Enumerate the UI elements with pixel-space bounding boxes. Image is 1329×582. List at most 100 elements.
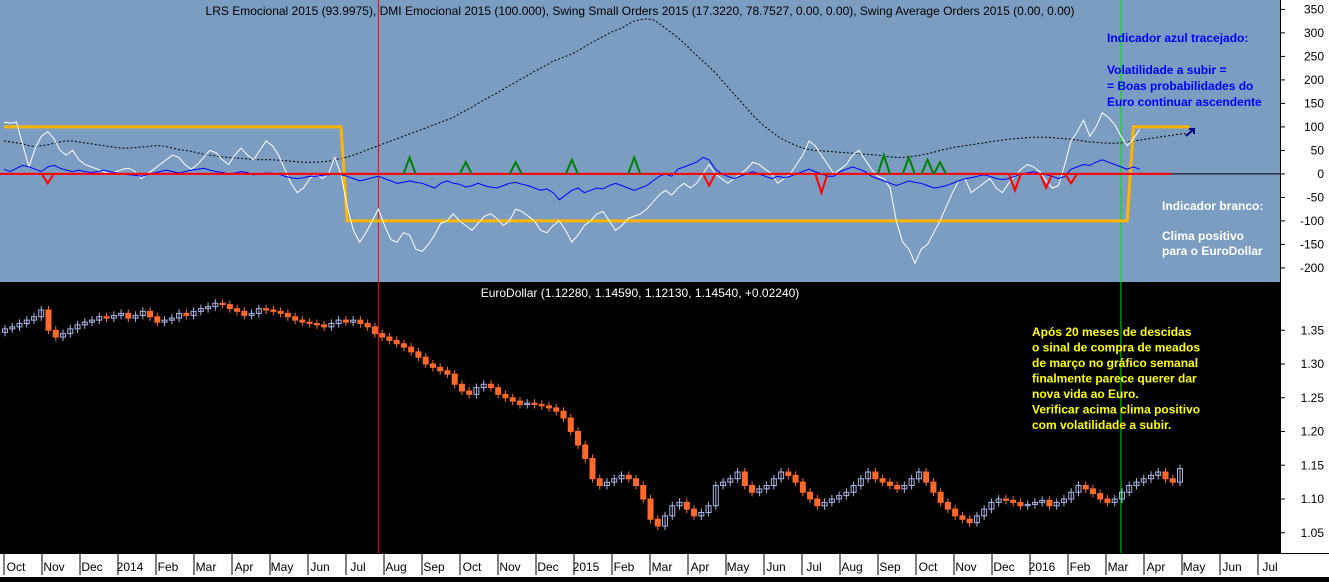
top-y-tick-label: 150	[1304, 96, 1324, 110]
x-tick-label: Aug	[385, 560, 406, 574]
candle-body	[886, 481, 893, 486]
candle-body	[785, 471, 792, 476]
candle-body	[139, 310, 146, 316]
red-marker	[702, 173, 717, 188]
candle-body	[125, 312, 132, 319]
candle-body	[248, 312, 255, 316]
x-tick-label: Feb	[1070, 560, 1091, 574]
candle-body	[828, 498, 835, 503]
candle-body	[371, 326, 378, 335]
green-marker	[458, 159, 473, 175]
candle-body	[9, 326, 16, 330]
candle-body	[756, 488, 763, 493]
candle-body	[611, 478, 618, 483]
candle-body	[263, 308, 270, 311]
candle-body	[814, 498, 821, 507]
candle-body	[429, 363, 436, 368]
candle-body	[118, 312, 125, 316]
annotation-white-line: Clima positivo	[1162, 229, 1244, 243]
candle-body	[96, 316, 103, 321]
candle-body	[654, 518, 661, 527]
green-marker	[508, 159, 523, 175]
candle-body	[516, 400, 523, 405]
candle-body	[1126, 485, 1133, 493]
candle-body	[691, 508, 698, 517]
candle-body	[596, 478, 603, 486]
candle-body	[952, 508, 959, 517]
top-y-tick-label: 50	[1311, 143, 1325, 157]
x-tick-label: May	[271, 560, 294, 574]
series-line-blue	[3, 156, 1140, 201]
annotation-blue-line: Volatilidade a subir =	[1107, 63, 1226, 77]
x-tick-label: Mar	[652, 560, 673, 574]
candle-body	[292, 316, 299, 321]
top-y-tick-label: -150	[1300, 237, 1324, 251]
top-y-tick-label: 200	[1304, 73, 1324, 87]
top-y-tick-label: 0	[1317, 167, 1324, 181]
bottom-panel-background	[0, 283, 1280, 553]
annotation-white-line: para o EuroDollar	[1162, 244, 1263, 258]
x-tick-label: Dec	[993, 560, 1014, 574]
candle-body	[1097, 493, 1104, 500]
candle-body	[400, 343, 407, 348]
candle-body	[1046, 499, 1053, 507]
candle-body	[640, 485, 647, 500]
candle-body	[662, 515, 669, 527]
candle-body	[357, 319, 364, 324]
candle-body	[408, 346, 415, 353]
x-tick-label: Aug	[841, 560, 862, 574]
candle-body	[988, 501, 995, 510]
candle-body	[1017, 501, 1024, 507]
candle-body	[437, 366, 444, 372]
top-panel-title: LRS Emocional 2015 (93.9975), DMI Emocio…	[206, 4, 1075, 18]
candle-body	[770, 478, 777, 486]
candle-body	[342, 319, 349, 323]
x-tick-label: Jul	[1262, 560, 1277, 574]
candle-body	[1082, 485, 1089, 490]
candle-body	[422, 356, 429, 365]
x-tick-label: Dec	[81, 560, 102, 574]
green-marker	[920, 157, 935, 175]
candle-body	[807, 491, 814, 500]
candle-body	[1140, 478, 1147, 483]
candle-body	[350, 319, 357, 323]
candle-body	[1104, 498, 1111, 503]
candle-body	[843, 491, 850, 497]
candle-body	[647, 498, 654, 520]
candle-body	[1089, 488, 1096, 495]
candle-body	[915, 471, 922, 480]
candle-body	[89, 319, 96, 323]
candle-body	[197, 308, 204, 312]
candle-body	[81, 321, 88, 326]
candle-body	[1118, 491, 1125, 500]
bottom-panel-title: EuroDollar (1.12280, 1.14590, 1.12130, 1…	[481, 286, 800, 300]
red-marker	[1007, 173, 1022, 194]
candle-body	[147, 310, 154, 318]
candle-body	[901, 485, 908, 490]
x-tick-label: Oct	[919, 560, 938, 574]
candle-body	[52, 329, 59, 338]
candle-body	[364, 323, 371, 328]
candle-body	[625, 474, 632, 480]
candle-body	[1010, 499, 1017, 503]
candle-body	[16, 323, 23, 328]
x-tick-label: Nov	[43, 560, 64, 574]
x-tick-label: 2016	[1029, 560, 1056, 574]
candle-body	[509, 397, 516, 402]
candle-body	[502, 393, 509, 399]
candle-body	[38, 309, 45, 318]
candle-body	[161, 319, 168, 323]
candle-body	[930, 481, 937, 493]
top-y-tick-label: 100	[1304, 120, 1324, 134]
candle-body	[458, 383, 465, 392]
candle-body	[487, 383, 494, 389]
x-tick-label: May	[727, 560, 750, 574]
top-y-tick-label: 250	[1304, 49, 1324, 63]
candle-body	[966, 518, 973, 524]
top-y-tick-label: -100	[1300, 214, 1324, 228]
candle-body	[836, 495, 843, 500]
x-tick-label: Apr	[1147, 560, 1166, 574]
x-tick-label: Oct	[463, 560, 482, 574]
candle-body	[567, 417, 574, 432]
